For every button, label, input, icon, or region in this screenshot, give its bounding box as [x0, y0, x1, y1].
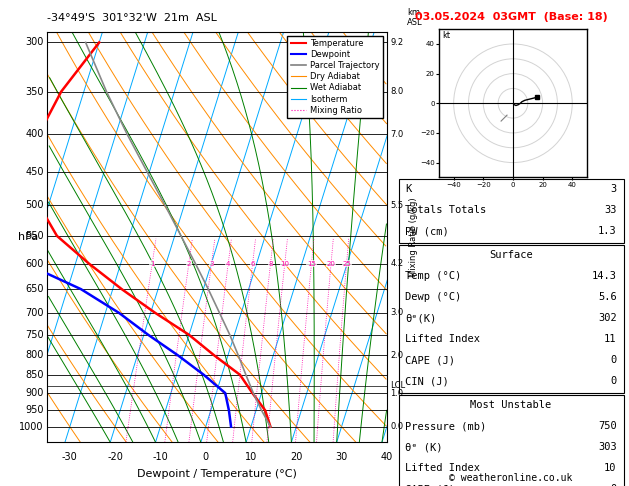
Bar: [399, 395, 623, 486]
Text: Temp (°C): Temp (°C): [406, 272, 462, 281]
Text: Mixing Ratio (g/kg): Mixing Ratio (g/kg): [409, 197, 418, 277]
Text: 1000: 1000: [19, 422, 44, 432]
Text: 20: 20: [290, 452, 303, 462]
Text: 6: 6: [250, 260, 255, 267]
Text: 2.0: 2.0: [390, 351, 403, 360]
Text: 8: 8: [268, 260, 273, 267]
Text: km
ASL: km ASL: [407, 8, 423, 28]
Text: 25: 25: [342, 260, 351, 267]
Bar: [399, 179, 623, 243]
Text: CAPE (J): CAPE (J): [406, 355, 455, 365]
Text: 0: 0: [610, 355, 616, 365]
Text: 3: 3: [209, 260, 214, 267]
Text: 0: 0: [203, 452, 209, 462]
Text: 750: 750: [598, 421, 616, 432]
Text: θᵉ (K): θᵉ (K): [406, 442, 443, 452]
Text: 14.3: 14.3: [592, 272, 616, 281]
Text: 450: 450: [25, 167, 44, 177]
Text: Totals Totals: Totals Totals: [406, 206, 487, 215]
Text: -34°49'S  301°32'W  21m  ASL: -34°49'S 301°32'W 21m ASL: [47, 14, 217, 23]
Text: 0.0: 0.0: [390, 422, 403, 431]
Text: hPa: hPa: [18, 232, 38, 242]
Text: 7.0: 7.0: [390, 130, 403, 139]
Text: θᵉ(K): θᵉ(K): [406, 313, 437, 323]
Text: 10: 10: [245, 452, 257, 462]
Text: 11: 11: [604, 334, 616, 345]
Text: 40: 40: [381, 452, 393, 462]
Text: Lifted Index: Lifted Index: [406, 334, 481, 345]
Text: Pressure (mb): Pressure (mb): [406, 421, 487, 432]
Text: 15: 15: [307, 260, 316, 267]
Text: 10: 10: [604, 464, 616, 473]
Text: 800: 800: [25, 350, 44, 361]
Text: -10: -10: [152, 452, 169, 462]
Text: 3: 3: [610, 184, 616, 194]
Text: CAPE (J): CAPE (J): [406, 485, 455, 486]
Text: 900: 900: [25, 388, 44, 398]
Text: 950: 950: [25, 405, 44, 416]
Text: 1.0: 1.0: [390, 389, 403, 398]
Text: Lifted Index: Lifted Index: [406, 464, 481, 473]
Text: 303: 303: [598, 442, 616, 452]
Text: 350: 350: [25, 87, 44, 97]
Text: Dewp (°C): Dewp (°C): [406, 293, 462, 302]
Text: 500: 500: [25, 200, 44, 210]
Text: 2: 2: [187, 260, 191, 267]
Text: 10: 10: [281, 260, 289, 267]
Text: 850: 850: [25, 370, 44, 380]
Text: © weatheronline.co.uk: © weatheronline.co.uk: [449, 473, 573, 483]
Text: 700: 700: [25, 308, 44, 318]
Text: 550: 550: [25, 231, 44, 241]
Text: 300: 300: [25, 37, 44, 48]
Text: 33: 33: [604, 206, 616, 215]
Text: -20: -20: [107, 452, 123, 462]
Text: 400: 400: [25, 129, 44, 139]
Text: 3.0: 3.0: [390, 308, 403, 317]
Text: Surface: Surface: [489, 250, 533, 260]
Text: 30: 30: [335, 452, 348, 462]
Text: -30: -30: [62, 452, 78, 462]
Text: LCL: LCL: [390, 382, 405, 390]
Text: 1.3: 1.3: [598, 226, 616, 236]
Text: 1: 1: [150, 260, 155, 267]
Text: 5.6: 5.6: [598, 293, 616, 302]
Text: 302: 302: [598, 313, 616, 323]
Text: Dewpoint / Temperature (°C): Dewpoint / Temperature (°C): [137, 469, 297, 479]
Text: PW (cm): PW (cm): [406, 226, 449, 236]
Text: 03.05.2024  03GMT  (Base: 18): 03.05.2024 03GMT (Base: 18): [415, 12, 608, 22]
Bar: [399, 245, 623, 394]
Text: 8.0: 8.0: [390, 87, 403, 96]
Text: 600: 600: [25, 259, 44, 269]
Text: K: K: [406, 184, 412, 194]
Text: CIN (J): CIN (J): [406, 376, 449, 386]
Text: Most Unstable: Most Unstable: [470, 400, 552, 411]
Text: 4: 4: [226, 260, 230, 267]
Text: 750: 750: [25, 330, 44, 340]
Text: 650: 650: [25, 284, 44, 294]
Text: 4.2: 4.2: [390, 259, 403, 268]
Text: 0: 0: [610, 376, 616, 386]
Text: 20: 20: [326, 260, 335, 267]
Text: kt: kt: [442, 31, 450, 40]
Text: 5.5: 5.5: [390, 201, 403, 210]
Legend: Temperature, Dewpoint, Parcel Trajectory, Dry Adiabat, Wet Adiabat, Isotherm, Mi: Temperature, Dewpoint, Parcel Trajectory…: [287, 36, 382, 118]
Text: 0: 0: [610, 485, 616, 486]
Text: 9.2: 9.2: [390, 38, 403, 47]
